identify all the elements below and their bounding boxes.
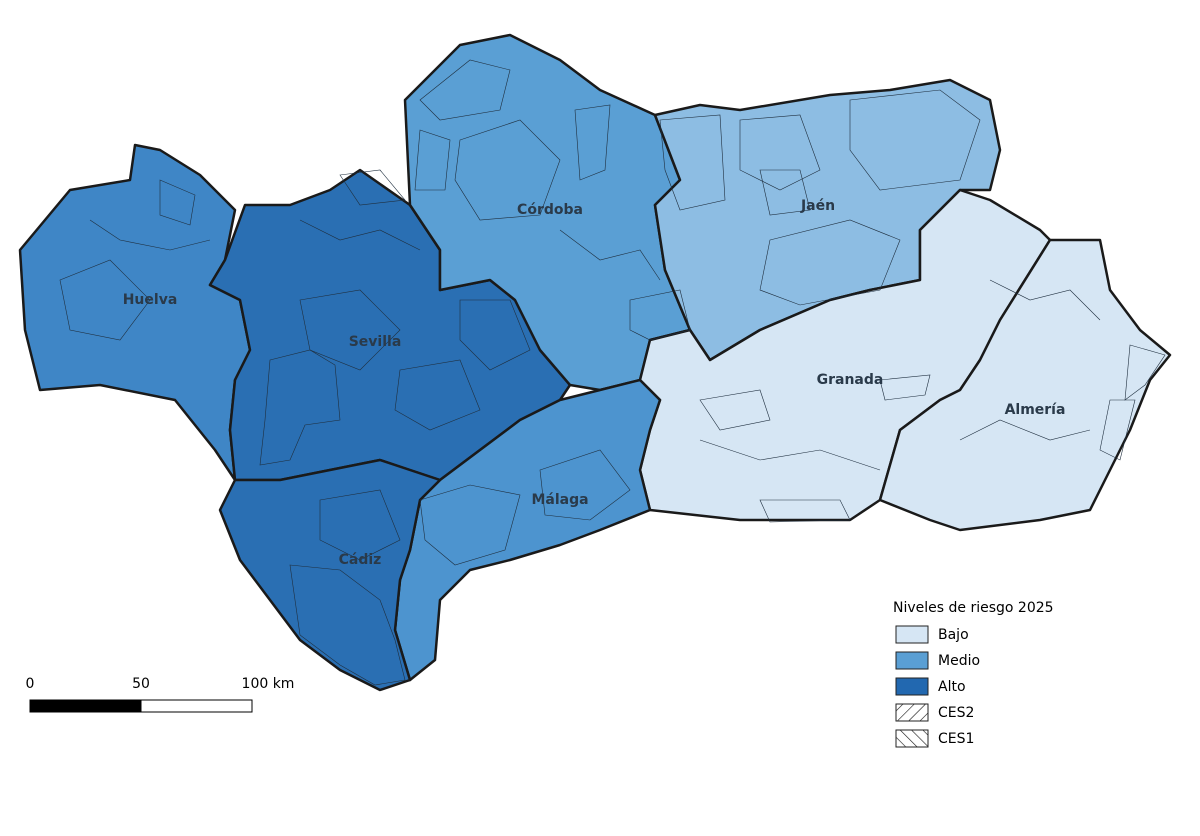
legend-label: Bajo [938, 627, 969, 643]
legend: Niveles de riesgo 2025 Bajo Medio Alto CES2 C… [893, 600, 1054, 748]
province-labels: Huelva Sevilla Córdoba Jaén Granada Almería Má… [123, 198, 1066, 568]
province-label: Huelva [123, 292, 178, 308]
province-label: Málaga [531, 492, 588, 508]
legend-label: CES1 [938, 731, 974, 747]
province-almeria [878, 238, 1172, 532]
scale-segment [29, 699, 142, 713]
province-label: Cádiz [339, 552, 382, 568]
province-cadiz [218, 458, 442, 692]
province-huelva [18, 143, 252, 482]
provinces [18, 33, 1172, 692]
scale-segment [140, 699, 253, 713]
province-label: Jaén [800, 198, 835, 214]
province-label: Almería [1005, 402, 1066, 418]
scale-label: 0 [26, 676, 35, 692]
legend-label: CES2 [938, 705, 974, 721]
legend-label: Alto [938, 679, 966, 695]
legend-label: Medio [938, 653, 980, 669]
legend-swatch [895, 651, 929, 670]
province-label: Granada [817, 372, 884, 388]
legend-swatch [895, 703, 929, 722]
scale-bar: 0 50 100 km [26, 676, 295, 713]
legend-title: Niveles de riesgo 2025 [893, 600, 1054, 616]
scale-label: 100 km [242, 676, 295, 692]
legend-swatch [895, 729, 929, 748]
scale-label: 50 [132, 676, 150, 692]
province-label: Sevilla [349, 334, 402, 350]
legend-swatch [895, 677, 929, 696]
legend-swatch [895, 625, 929, 644]
province-label: Córdoba [517, 202, 583, 218]
municipality-patches [59, 59, 1166, 686]
